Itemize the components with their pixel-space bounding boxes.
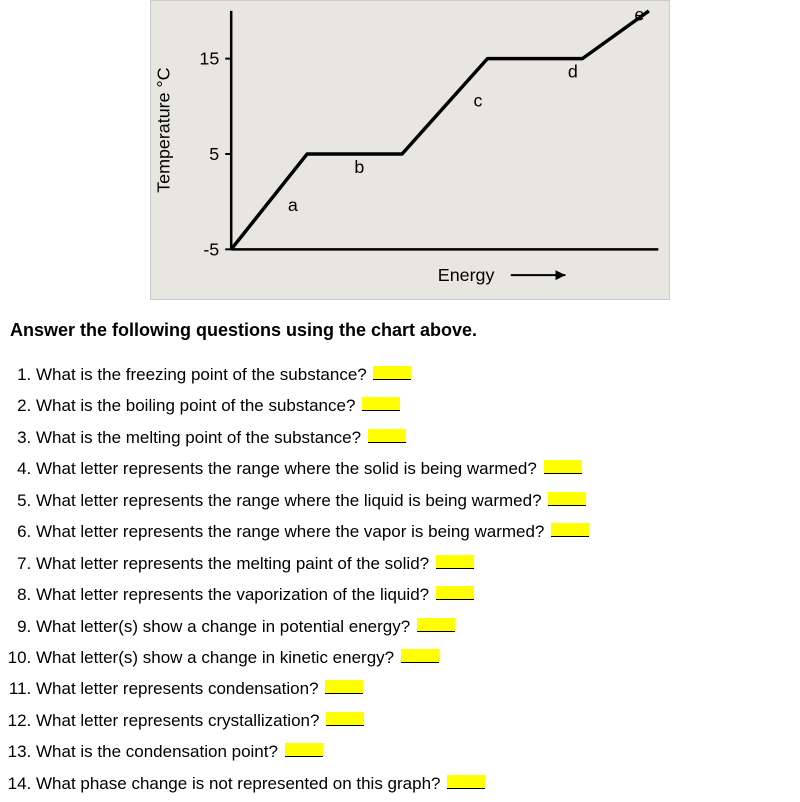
question-item: What letter(s) show a change in potentia… [36, 611, 800, 642]
question-item: What phase change is not represented on … [36, 768, 800, 799]
answer-blank[interactable] [368, 429, 406, 443]
answer-blank[interactable] [325, 680, 363, 694]
answer-blank[interactable] [362, 397, 400, 411]
answer-blank[interactable] [436, 586, 474, 600]
question-text: What letter represents the range where t… [36, 522, 549, 541]
question-item: What is the condensation point? [36, 736, 800, 767]
question-item: What letter represents the range where t… [36, 485, 800, 516]
question-item: What letter represents the melting paint… [36, 548, 800, 579]
question-text: What letter(s) show a change in potentia… [36, 617, 415, 636]
question-item: What letter represents the range where t… [36, 453, 800, 484]
question-text: What is the condensation point? [36, 742, 283, 761]
svg-text:e: e [634, 4, 644, 24]
question-text: What letter represents the melting paint… [36, 554, 434, 573]
svg-text:Energy: Energy [438, 265, 495, 285]
answer-blank[interactable] [544, 460, 582, 474]
question-item: What letter represents condensation? [36, 673, 800, 704]
question-text: What is the boiling point of the substan… [36, 396, 360, 415]
heating-curve-chart: -5 5 15 Temperature °C Energy a b c d e [150, 0, 670, 300]
svg-text:d: d [568, 62, 578, 82]
svg-text:Temperature °C: Temperature °C [154, 67, 174, 192]
svg-text:-5: -5 [203, 239, 219, 259]
chart-svg: -5 5 15 Temperature °C Energy a b c d e [151, 1, 669, 299]
question-text: What is the melting point of the substan… [36, 428, 366, 447]
question-item: What letter represents the range where t… [36, 516, 800, 547]
instruction-text: Answer the following questions using the… [10, 320, 800, 341]
question-item: What is the boiling point of the substan… [36, 390, 800, 421]
question-item: What letter(s) show a change in kinetic … [36, 642, 800, 673]
question-text: What letter represents the vaporization … [36, 585, 434, 604]
question-item: What is the freezing point of the substa… [36, 359, 800, 390]
answer-blank[interactable] [551, 523, 589, 537]
svg-text:a: a [288, 195, 298, 215]
answer-blank[interactable] [373, 366, 411, 380]
question-text: What letter(s) show a change in kinetic … [36, 648, 399, 667]
answer-blank[interactable] [401, 649, 439, 663]
svg-text:c: c [474, 90, 483, 110]
question-text: What phase change is not represented on … [36, 774, 445, 793]
svg-text:5: 5 [209, 144, 219, 164]
answer-blank[interactable] [548, 492, 586, 506]
answer-blank[interactable] [436, 555, 474, 569]
question-list: What is the freezing point of the substa… [10, 359, 800, 799]
question-text: What letter represents crystallization? [36, 711, 324, 730]
question-text: What letter represents the range where t… [36, 459, 542, 478]
svg-text:15: 15 [199, 49, 219, 69]
answer-blank[interactable] [417, 618, 455, 632]
question-item: What letter represents the vaporization … [36, 579, 800, 610]
question-item: What is the melting point of the substan… [36, 422, 800, 453]
question-item: What letter represents crystallization? [36, 705, 800, 736]
svg-text:b: b [354, 157, 364, 177]
answer-blank[interactable] [285, 743, 323, 757]
answer-blank[interactable] [447, 775, 485, 789]
question-text: What letter represents the range where t… [36, 491, 546, 510]
question-text: What letter represents condensation? [36, 679, 323, 698]
answer-blank[interactable] [326, 712, 364, 726]
question-text: What is the freezing point of the substa… [36, 365, 371, 384]
